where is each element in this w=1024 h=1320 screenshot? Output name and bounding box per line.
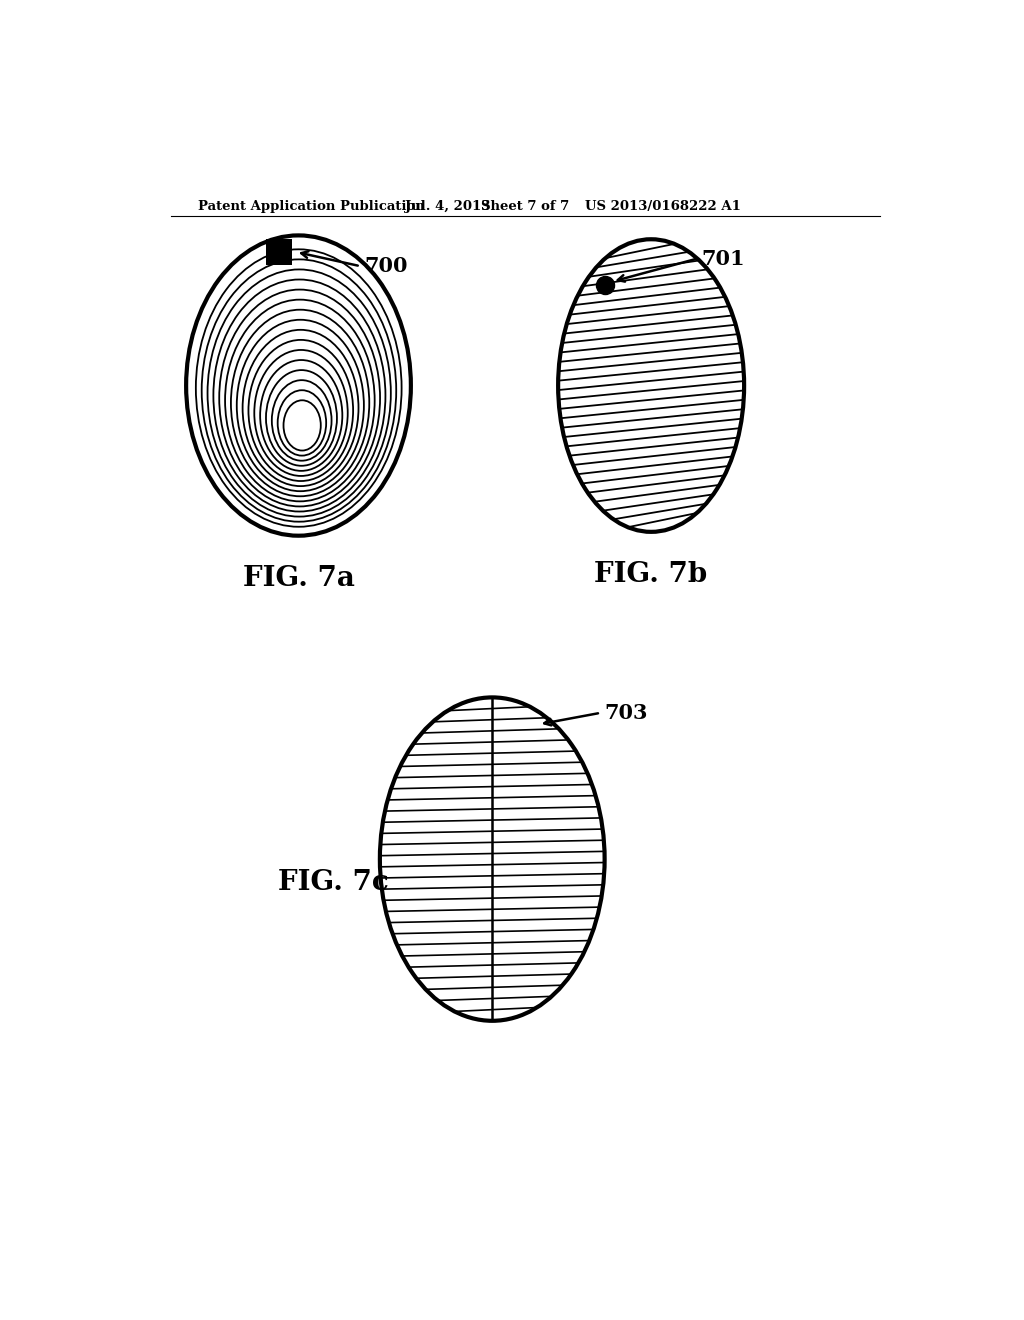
Text: FIG. 7b: FIG. 7b [595,561,708,587]
Text: US 2013/0168222 A1: US 2013/0168222 A1 [586,199,741,213]
Text: Patent Application Publication: Patent Application Publication [198,199,425,213]
Text: 700: 700 [365,256,408,276]
Text: 701: 701 [701,248,745,268]
Ellipse shape [381,700,603,1019]
Text: Sheet 7 of 7: Sheet 7 of 7 [480,199,569,213]
Text: FIG. 7a: FIG. 7a [243,565,354,591]
Text: FIG. 7c: FIG. 7c [278,869,389,896]
Ellipse shape [560,240,742,531]
Text: 703: 703 [604,702,648,723]
Bar [266,239,292,264]
Text: Jul. 4, 2013: Jul. 4, 2013 [406,199,490,213]
